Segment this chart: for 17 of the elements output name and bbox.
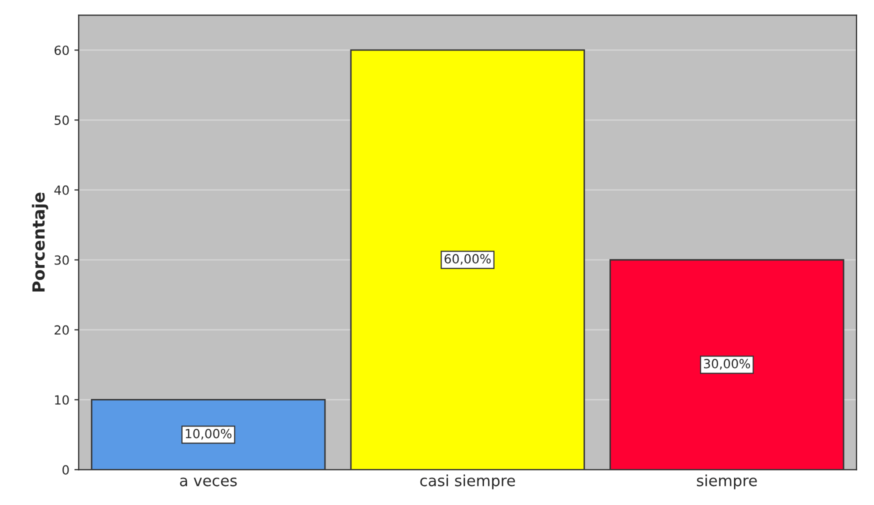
x-tick-label: a veces [180,478,237,486]
data-label: 10,00% [186,428,232,440]
y-tick-label: 20 [54,325,69,335]
x-tick-label: siempre [696,474,757,490]
y-tick-label: 60 [54,46,69,56]
y-tick-label: 10 [55,395,69,405]
bar [610,259,844,470]
x-tick-label: casi siempre [420,474,515,490]
bar [90,399,326,470]
y-tick-label: 40 [54,185,69,195]
data-label: 30,00% [704,358,750,370]
y-tick-label: 30 [54,255,69,265]
y-axis-title: Porcentaje [32,192,48,292]
data-label: 60,00% [444,254,491,265]
bar [350,49,585,470]
y-tick-label: 0 [62,465,69,475]
y-tick-label: 50 [54,116,69,125]
